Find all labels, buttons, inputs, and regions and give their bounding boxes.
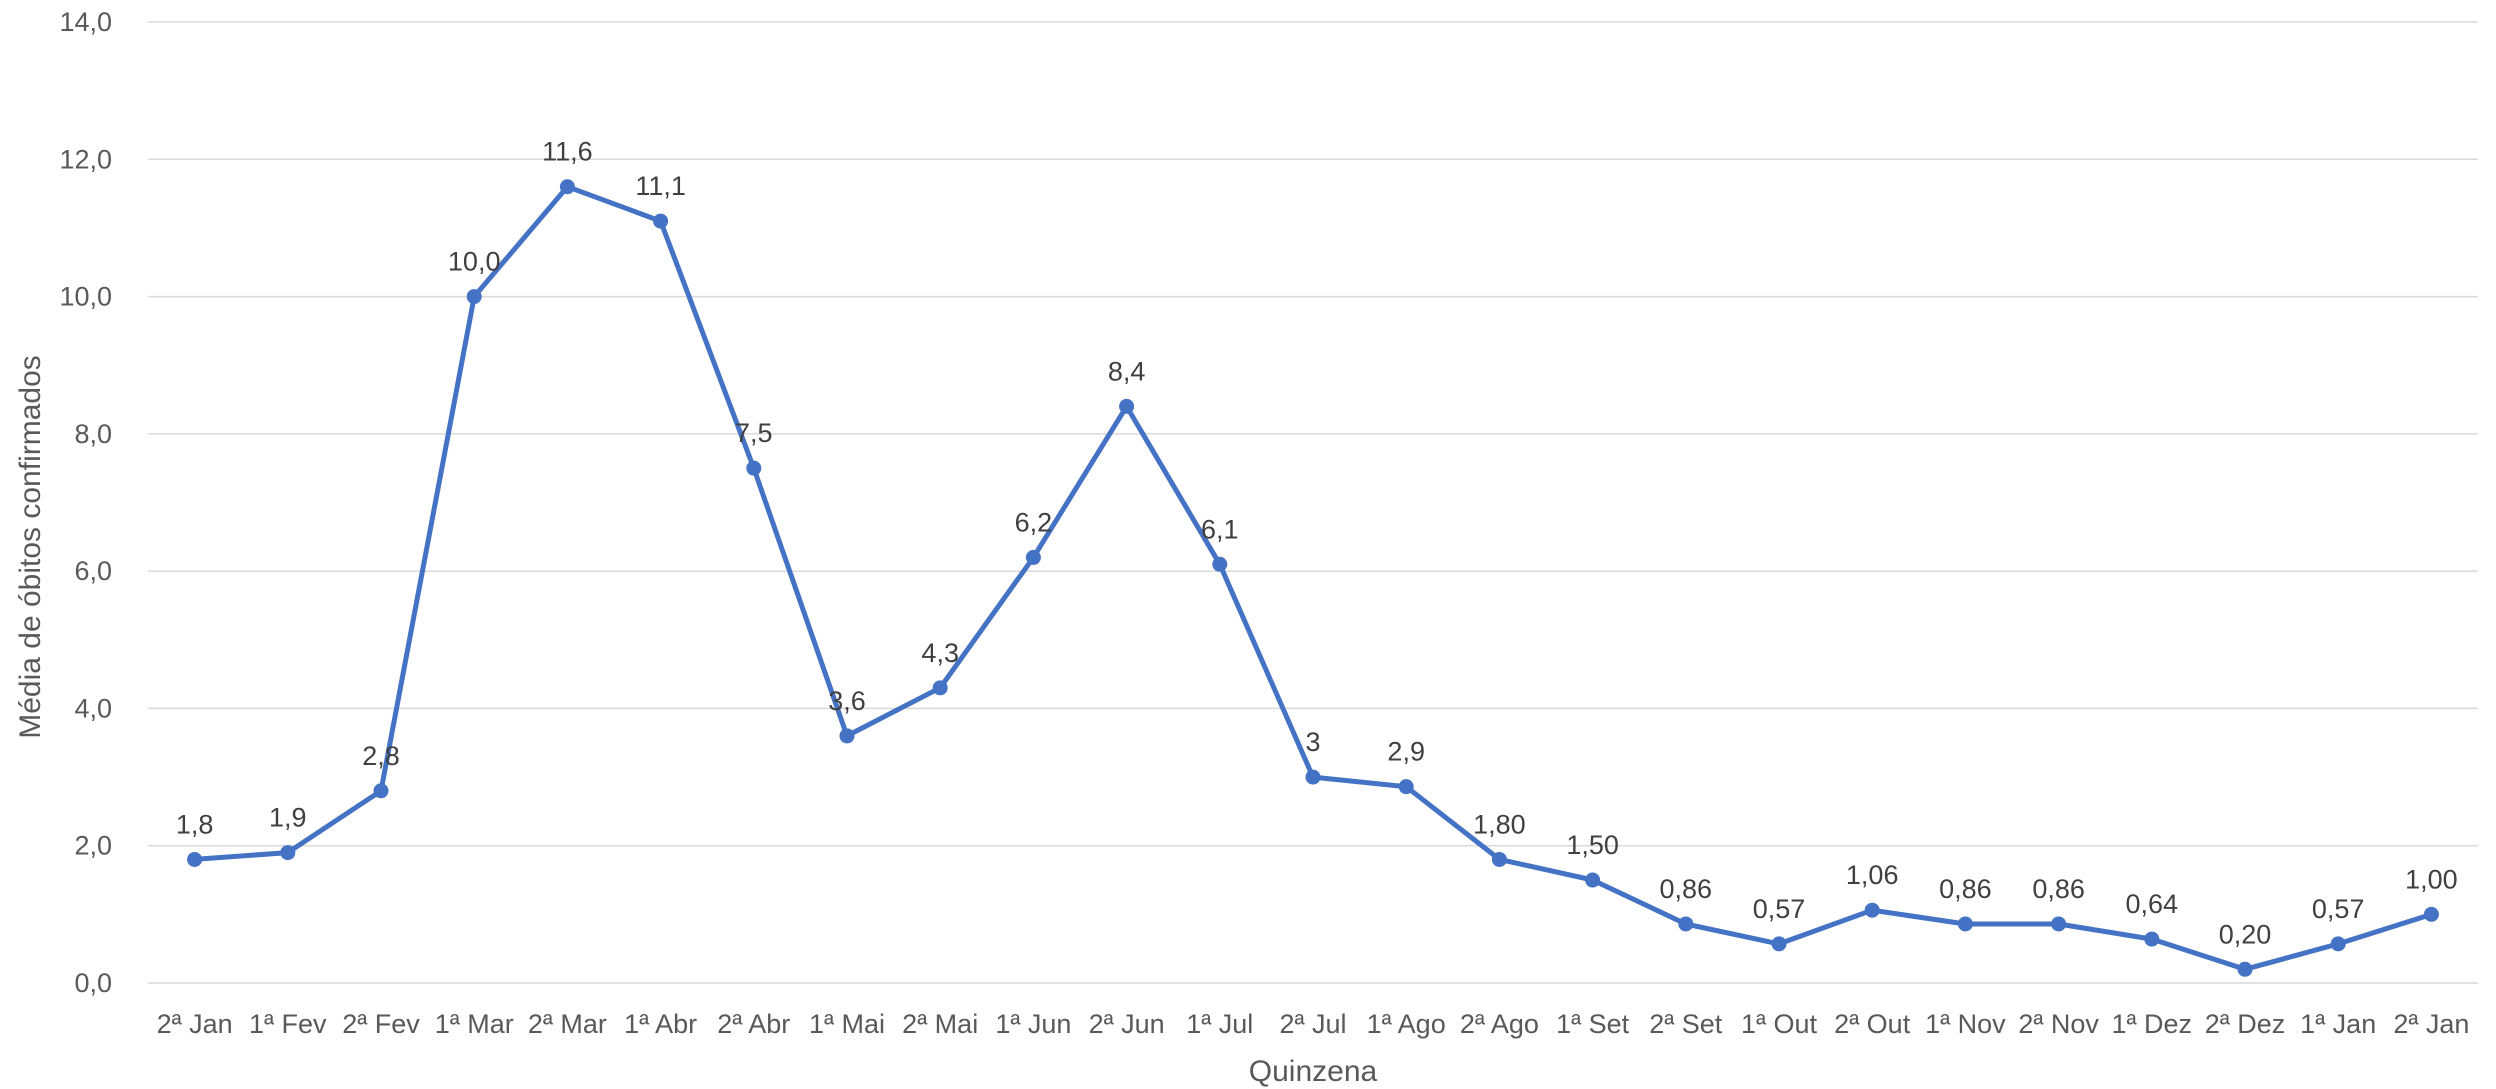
data-point — [2051, 916, 2067, 932]
series-line — [192, 184, 2434, 972]
data-label: 10,0 — [448, 247, 501, 277]
data-label: 2,9 — [1387, 737, 1425, 767]
data-point — [466, 289, 482, 305]
data-label: 1,9 — [269, 803, 307, 833]
gridlines — [148, 21, 2478, 984]
data-label: 1,00 — [2405, 864, 2458, 894]
data-point — [2423, 906, 2439, 922]
x-tick-label: 1ª Jan — [2300, 1009, 2376, 1039]
data-label: 0,57 — [1753, 894, 1806, 924]
x-tick-label: 1ª Mai — [809, 1009, 885, 1039]
data-point — [373, 783, 389, 799]
data-point — [280, 845, 296, 861]
data-label: 8,4 — [1108, 356, 1146, 386]
data-point — [187, 851, 203, 867]
x-tick-label: 2ª Out — [1834, 1009, 1911, 1039]
x-tick-label: 1ª Fev — [249, 1009, 327, 1039]
data-label: 4,3 — [921, 638, 959, 668]
data-point — [1212, 556, 1228, 572]
x-tick-label: 2ª Jun — [1089, 1009, 1165, 1039]
data-point — [746, 460, 762, 476]
data-point — [839, 728, 855, 744]
x-tick-label: 1ª Ago — [1367, 1009, 1446, 1039]
data-point — [559, 179, 575, 195]
data-point — [1585, 872, 1601, 888]
data-label: 0,57 — [2312, 894, 2365, 924]
x-tick-label: 2ª Fev — [342, 1009, 420, 1039]
data-point — [1678, 916, 1694, 932]
data-label: 0,86 — [2032, 874, 2085, 904]
y-axis-title: Média de óbitos confirmados — [14, 355, 47, 739]
data-point — [1119, 398, 1135, 414]
x-tick-label: 1ª Jun — [995, 1009, 1071, 1039]
data-point — [653, 213, 669, 229]
data-label: 3 — [1305, 727, 1320, 757]
x-tick-label: 1ª Mar — [435, 1009, 514, 1039]
data-label: 0,86 — [1939, 874, 1992, 904]
data-label: 1,8 — [176, 809, 214, 839]
data-label: 0,64 — [2126, 889, 2179, 919]
series-line-group — [192, 184, 2434, 972]
y-tick-label: 6,0 — [74, 556, 112, 586]
data-label: 6,2 — [1015, 507, 1053, 537]
y-tick-label: 2,0 — [74, 831, 112, 861]
data-point — [1957, 916, 1973, 932]
data-point — [2237, 961, 2253, 977]
x-axis-title: Quinzena — [1249, 1055, 1378, 1088]
data-label: 0,86 — [1660, 874, 1713, 904]
x-tick-label: 2ª Ago — [1460, 1009, 1539, 1039]
x-tick-label: 2ª Jan — [2393, 1009, 2469, 1039]
data-label: 1,80 — [1473, 809, 1526, 839]
x-tick-label: 1ª Set — [1556, 1009, 1630, 1039]
x-tick-label: 2ª Jul — [1279, 1009, 1346, 1039]
y-tick-label: 14,0 — [59, 7, 112, 37]
data-points — [187, 179, 2439, 977]
x-tick-label: 2ª Abr — [717, 1009, 790, 1039]
data-point — [1305, 769, 1321, 785]
data-label: 3,6 — [828, 686, 866, 716]
data-point — [2330, 936, 2346, 952]
x-tick-label: 2ª Jan — [157, 1009, 233, 1039]
data-label: 1,06 — [1846, 860, 1899, 890]
data-label: 7,5 — [735, 418, 773, 448]
y-tick-label: 10,0 — [59, 282, 112, 312]
x-tick-label: 2ª Dez — [2205, 1009, 2286, 1039]
data-point — [1491, 851, 1507, 867]
data-point — [1771, 936, 1787, 952]
x-tick-label: 2ª Mai — [902, 1009, 978, 1039]
data-label: 0,20 — [2219, 919, 2272, 949]
data-labels: 1,8 1,9 2,8 10,0 11,6 11,1 7,5 3,6 4,3 6,2 8,4 6,1 3… — [176, 137, 2458, 950]
x-tick-label: 2ª Set — [1649, 1009, 1723, 1039]
data-label: 6,1 — [1201, 514, 1239, 544]
y-tick-label: 8,0 — [74, 419, 112, 449]
data-label: 2,8 — [362, 741, 400, 771]
data-point — [932, 680, 948, 696]
y-tick-label: 12,0 — [59, 144, 112, 174]
data-label: 11,6 — [542, 137, 593, 167]
y-axis-ticks: 0,0 2,0 4,0 6,0 8,0 10,0 12,0 14,0 — [59, 7, 112, 998]
x-tick-label: 1ª Abr — [624, 1009, 697, 1039]
x-tick-label: 2ª Nov — [2018, 1009, 2099, 1039]
data-label: 1,50 — [1566, 830, 1619, 860]
y-tick-label: 4,0 — [74, 693, 112, 723]
x-tick-label: 1ª Jul — [1186, 1009, 1253, 1039]
x-tick-label: 1ª Nov — [1925, 1009, 2006, 1039]
data-point — [1864, 902, 1880, 918]
x-tick-label: 1ª Out — [1741, 1009, 1818, 1039]
x-tick-label: 2ª Mar — [528, 1009, 607, 1039]
x-axis-ticks: 2ª Jan 1ª Fev 2ª Fev 1ª Mar 2ª Mar 1ª Abr 2ª A… — [157, 1009, 2470, 1039]
x-tick-label: 1ª Dez — [2112, 1009, 2193, 1039]
data-label: 11,1 — [635, 171, 686, 201]
data-point — [1025, 549, 1041, 565]
data-point — [2144, 931, 2160, 947]
data-point — [1398, 779, 1414, 795]
y-tick-label: 0,0 — [74, 968, 112, 998]
